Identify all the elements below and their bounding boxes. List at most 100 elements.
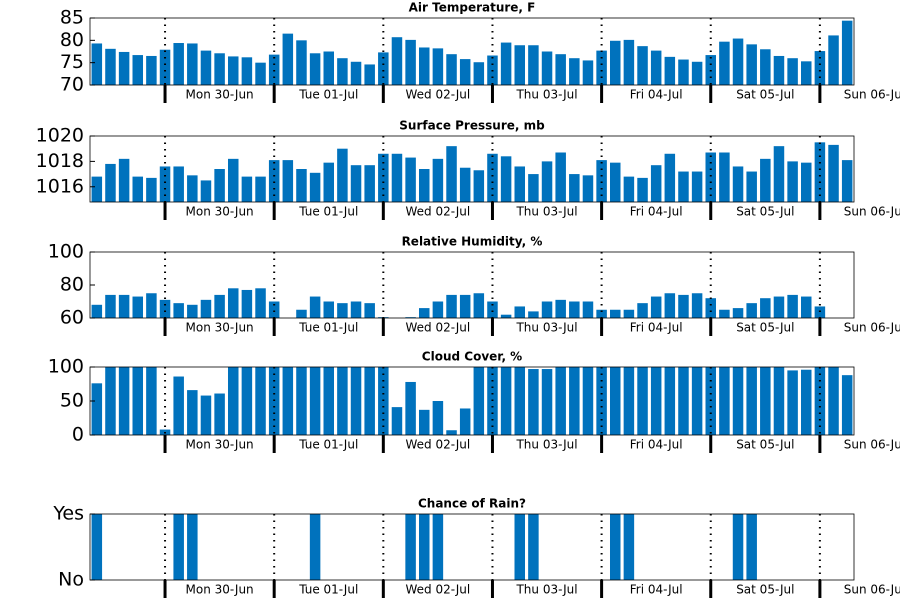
bar (159, 166, 171, 202)
y-tick-label: 75 (60, 51, 84, 73)
bar (732, 166, 744, 202)
bar (241, 176, 253, 202)
bar (105, 367, 116, 435)
plot-area (91, 20, 853, 85)
bar (555, 152, 566, 202)
bar (118, 51, 130, 85)
bar (596, 50, 607, 85)
bar (773, 146, 785, 202)
bar (227, 158, 239, 202)
bar (364, 303, 375, 318)
bar (187, 43, 198, 85)
plot-area (91, 142, 853, 202)
bar (405, 514, 416, 580)
x-tick-label: Wed 02-Jul (406, 438, 471, 452)
y-tick-label: 1016 (36, 175, 84, 197)
bar (405, 39, 416, 85)
bar (364, 367, 375, 435)
bar (378, 153, 389, 202)
x-tick-label: Sat 05-Jul (736, 88, 794, 102)
bar (309, 367, 321, 435)
x-tick-label: Mon 30-Jun (186, 583, 254, 597)
panel-title: Chance of Rain? (418, 497, 526, 511)
bar (255, 288, 266, 318)
bar (378, 52, 389, 85)
y-tick-label: 70 (60, 74, 84, 96)
bar (609, 40, 621, 85)
bar (841, 160, 853, 202)
bar (487, 153, 498, 202)
bar (418, 308, 430, 318)
bar (282, 160, 294, 202)
bar (650, 296, 662, 318)
bar (582, 367, 594, 435)
bar (746, 367, 757, 435)
bar (746, 44, 757, 85)
bar (691, 171, 703, 202)
y-tick-label: 60 (60, 307, 84, 329)
bar (691, 293, 703, 318)
bar (760, 49, 771, 85)
y-tick-label: 85 (60, 7, 84, 29)
bar (364, 165, 375, 202)
x-tick-label: Sun 06-Jul (844, 88, 900, 102)
bar (187, 390, 198, 435)
x-tick-label: Fri 04-Jul (630, 583, 683, 597)
x-tick-label: Tue 01-Jul (298, 88, 358, 102)
bar (569, 174, 580, 202)
plot-area (91, 367, 853, 435)
bar (746, 514, 757, 580)
bar (296, 40, 307, 85)
x-tick-label: Thu 03-Jul (515, 438, 577, 452)
bar (268, 301, 280, 318)
bar (173, 303, 184, 318)
x-tick-label: Sun 06-Jul (844, 205, 900, 219)
bar (732, 308, 744, 318)
bar (323, 301, 335, 318)
bar (760, 158, 771, 202)
x-tick-label: Thu 03-Jul (515, 321, 577, 335)
x-tick-label: Wed 02-Jul (406, 205, 471, 219)
bar (705, 152, 717, 202)
bar (800, 369, 812, 435)
bar (159, 299, 171, 318)
bar (746, 303, 757, 318)
bar (555, 299, 566, 318)
bar (268, 160, 280, 202)
bar (91, 383, 103, 435)
bar (473, 170, 485, 202)
bar (432, 301, 444, 318)
bar (623, 39, 635, 85)
y-tick-label: 80 (60, 274, 84, 296)
bar (514, 367, 526, 435)
x-tick-label: Fri 04-Jul (630, 438, 683, 452)
x-tick-label: Sun 06-Jul (844, 438, 900, 452)
bar (214, 169, 225, 202)
axes-frame (89, 513, 855, 581)
bar (800, 296, 812, 318)
bar (241, 289, 253, 318)
bar (405, 157, 416, 202)
x-tick-label: Tue 01-Jul (298, 205, 358, 219)
bar (555, 54, 566, 85)
bar (582, 301, 594, 318)
bar (187, 175, 198, 202)
bar (569, 367, 580, 435)
bar (719, 152, 730, 202)
panel-title: Cloud Cover, % (422, 350, 522, 364)
bar (800, 61, 812, 85)
bar (473, 62, 485, 85)
y-tick-label: 0 (72, 424, 84, 446)
x-tick-label: Tue 01-Jul (298, 321, 358, 335)
bar (173, 376, 184, 435)
x-tick-label: Sat 05-Jul (736, 205, 794, 219)
bar (528, 311, 539, 318)
y-tick-label: No (58, 569, 84, 591)
x-tick-label: Wed 02-Jul (406, 88, 471, 102)
bar (91, 304, 103, 318)
bar (459, 167, 471, 202)
bar (609, 514, 621, 580)
bar (732, 367, 744, 435)
bar (650, 165, 662, 202)
bar (173, 166, 184, 202)
